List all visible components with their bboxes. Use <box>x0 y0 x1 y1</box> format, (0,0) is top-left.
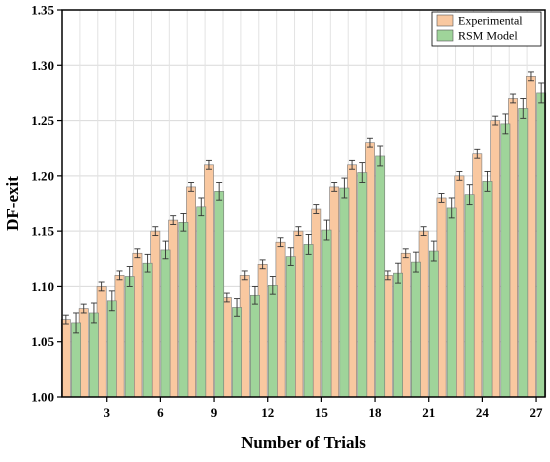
bar-rsm-model <box>375 155 386 398</box>
x-tick-label: 15 <box>315 405 329 420</box>
bar-rsm-model <box>89 312 99 398</box>
legend: Experimental RSM Model <box>431 11 542 47</box>
x-tick-label: 3 <box>103 405 110 420</box>
legend-label-rsm-model: RSM Model <box>458 29 518 43</box>
bar-rsm-model <box>250 294 260 398</box>
legend-swatch-experimental <box>436 14 454 27</box>
y-tick-label: 1.10 <box>31 279 54 294</box>
y-tick-label: 1.00 <box>31 390 54 405</box>
bar-rsm-model <box>500 123 511 398</box>
legend-label-experimental: Experimental <box>458 14 523 28</box>
bar-rsm-model <box>71 322 81 398</box>
bar-rsm-model <box>393 272 403 398</box>
x-axis-title: Number of Trials <box>241 433 366 452</box>
bar-rsm-model <box>482 181 493 398</box>
y-axis-title: DF-exit <box>3 176 22 231</box>
x-tick-label: 6 <box>157 405 164 420</box>
bar-rsm-model <box>321 229 332 398</box>
bar-rsm-model <box>339 187 350 398</box>
bar-rsm-model <box>428 250 439 398</box>
bar-rsm-model <box>142 262 153 398</box>
bar-rsm-model <box>303 244 314 398</box>
legend-swatch-rsm-model <box>436 29 454 42</box>
plot-frame <box>61 9 546 398</box>
y-tick-label: 1.30 <box>31 58 54 73</box>
bar-rsm-model <box>285 256 296 398</box>
y-tick-label: 1.05 <box>31 334 54 349</box>
x-tick-label: 27 <box>530 405 544 420</box>
bar-rsm-model <box>464 194 475 398</box>
bar-rsm-model <box>232 307 242 398</box>
bar-rsm-model <box>411 261 421 398</box>
x-tick-label: 9 <box>211 405 218 420</box>
bar-rsm-model <box>214 191 225 398</box>
bar-rsm-model <box>178 221 189 398</box>
bar-rsm-model <box>357 172 368 398</box>
x-tick-label: 21 <box>422 405 435 420</box>
x-tick-label: 18 <box>369 405 383 420</box>
bar-rsm-model <box>518 108 529 398</box>
bar-rsm-model <box>160 249 171 398</box>
y-tick-label: 1.35 <box>31 3 54 18</box>
x-tick-label: 12 <box>261 405 274 420</box>
error-bars <box>62 71 545 334</box>
bars <box>60 76 547 398</box>
bar-rsm-model <box>196 206 207 398</box>
x-axis-ticks: 3 6 9 12 15 18 21 24 27 <box>103 397 543 420</box>
bar-rsm-model <box>446 207 457 398</box>
bar-rsm-model <box>106 300 117 398</box>
bar-rsm-model <box>124 276 135 398</box>
y-axis-ticks: 1.00 1.05 1.10 1.15 1.20 1.25 1.30 1.35 <box>31 3 62 405</box>
x-tick-label: 24 <box>476 405 490 420</box>
bar-rsm-model <box>267 285 278 398</box>
y-tick-label: 1.15 <box>31 224 54 239</box>
y-tick-label: 1.20 <box>31 168 54 183</box>
y-tick-label: 1.25 <box>31 113 54 128</box>
